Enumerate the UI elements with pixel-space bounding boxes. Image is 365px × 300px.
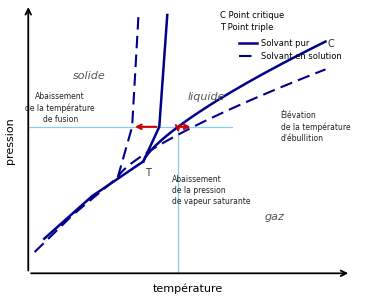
Text: C Point critique: C Point critique	[220, 11, 284, 20]
Text: pression: pression	[5, 117, 15, 164]
Legend: Solvant pur, Solvant en solution: Solvant pur, Solvant en solution	[239, 39, 342, 61]
Text: température: température	[153, 284, 223, 295]
Text: C: C	[327, 39, 334, 49]
Text: Élévation
de la température
d'ébullition: Élévation de la température d'ébullition	[281, 111, 350, 143]
Text: gaz: gaz	[265, 212, 285, 222]
Text: Abaissement
de la pression
de vapeur saturante: Abaissement de la pression de vapeur sat…	[172, 175, 250, 206]
Text: T Point triple: T Point triple	[220, 23, 273, 32]
Text: T: T	[145, 168, 151, 178]
Text: Abaissement
de la température
de fusion: Abaissement de la température de fusion	[26, 92, 95, 124]
Text: liquide: liquide	[188, 92, 226, 102]
Text: solide: solide	[73, 71, 106, 81]
